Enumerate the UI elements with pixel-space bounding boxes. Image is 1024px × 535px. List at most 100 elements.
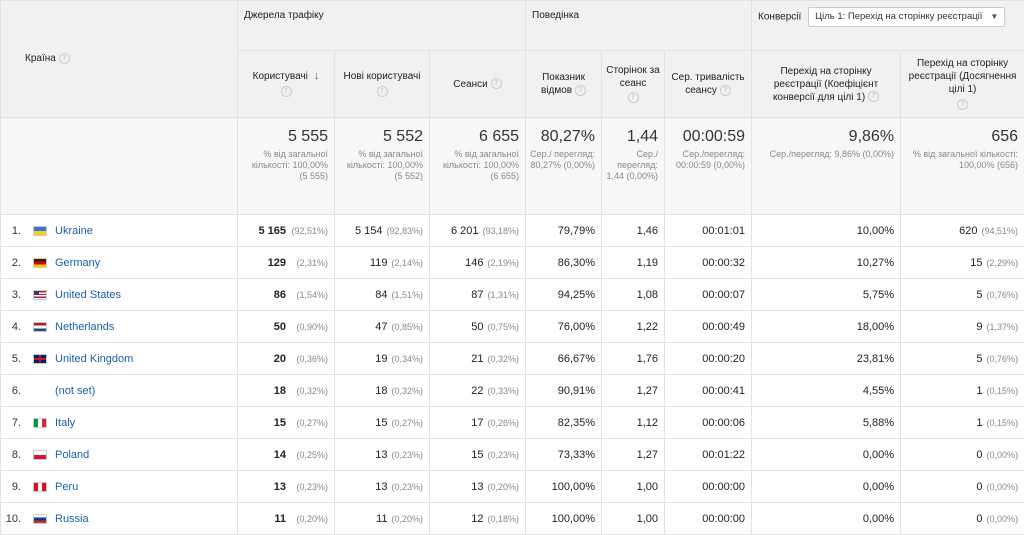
new-users-value: 5 154 <box>355 225 383 237</box>
help-icon[interactable]: ? <box>281 86 292 97</box>
help-icon[interactable]: ? <box>957 99 968 110</box>
country-link[interactable]: Netherlands <box>55 321 114 333</box>
total-sub: Сер./перегляд: 9,86% (0,00%) <box>756 149 894 160</box>
flag-ua-icon <box>33 226 47 236</box>
col-header-sessions[interactable]: Сеанси? <box>430 51 526 118</box>
total-sub: Сер./перегляд: 00:00:59 (0,00%) <box>669 149 745 171</box>
total-conv-rate: 9,86%Сер./перегляд: 9,86% (0,00%) <box>752 118 901 215</box>
total-sub: Сер./ перегляд: 1,44 (0,00%) <box>606 149 658 182</box>
help-icon[interactable]: ? <box>720 85 731 96</box>
country-link[interactable]: Peru <box>55 481 78 493</box>
sessions-pct: (0,26%) <box>488 418 520 428</box>
total-value: 80,27% <box>530 128 595 146</box>
cell-duration: 00:00:20 <box>665 343 752 375</box>
cell-new-users: 5 154(92,83%) <box>335 215 430 247</box>
cell-users: 13(0,23%) <box>238 471 335 503</box>
sessions-pct: (0,20%) <box>488 482 520 492</box>
new-users-pct: (0,32%) <box>391 386 423 396</box>
country-link[interactable]: Poland <box>55 449 89 461</box>
cell-country: 9.Peru <box>1 471 238 503</box>
completions-pct: (2,29%) <box>987 258 1019 268</box>
cell-bounce: 79,79% <box>526 215 602 247</box>
country-link[interactable]: Russia <box>55 513 89 525</box>
total-bounce: 80,27%Сер./ перегляд: 80,27% (0,00%) <box>526 118 602 215</box>
row-number: 10. <box>1 513 21 525</box>
sessions-value: 146 <box>465 257 483 269</box>
country-link[interactable]: Germany <box>55 257 100 269</box>
help-icon[interactable]: ? <box>377 86 388 97</box>
sessions-pct: (93,18%) <box>482 226 519 236</box>
col-header-completions[interactable]: Перехід на сторінку реєстрації (Досягнен… <box>901 51 1024 118</box>
country-link[interactable]: United Kingdom <box>55 353 133 365</box>
users-value: 129 <box>268 257 286 269</box>
cell-users: 18 (0,32%) <box>238 375 335 407</box>
goal-dropdown-value: Ціль 1: Перехід на сторінку реєстрації <box>815 11 982 22</box>
cell-new-users: 119(2,14%) <box>335 247 430 279</box>
sessions-value: 87 <box>471 289 483 301</box>
row-number: 7. <box>1 417 21 429</box>
users-value: 50 <box>274 321 286 333</box>
row-number: 2. <box>1 257 21 269</box>
users-value: 11 <box>274 513 286 525</box>
country-link[interactable]: Ukraine <box>55 225 93 237</box>
table-row: 6.(not set)18(0,32%)18(0,32%)22(0,33%)90… <box>1 375 1024 407</box>
cell-conv-rate: 0,00% <box>752 503 901 535</box>
col-header-pages[interactable]: Сторінок за сеанс? <box>602 51 665 118</box>
completions-value: 0 <box>976 513 982 525</box>
country-link[interactable]: Italy <box>55 417 75 429</box>
cell-sessions: 12(0,18%) <box>430 503 526 535</box>
cell-new-users: 47(0,85%) <box>335 311 430 343</box>
users-value: 15 <box>274 417 286 429</box>
totals-blank <box>1 118 238 215</box>
row-number: 5. <box>1 353 21 365</box>
cell-conv-rate: 0,00% <box>752 471 901 503</box>
cell-bounce: 100,00% <box>526 471 602 503</box>
col-header-users[interactable]: Користувачі↓? <box>238 51 335 118</box>
cell-users: 86(1,54%) <box>238 279 335 311</box>
col-header-bounce[interactable]: Показник відмов? <box>526 51 602 118</box>
cell-completions: 1(0,15%) <box>901 407 1024 439</box>
users-value: 18 <box>274 385 286 397</box>
row-number: 4. <box>1 321 21 333</box>
cell-completions: 1(0,15%) <box>901 375 1024 407</box>
completions-value: 0 <box>976 481 982 493</box>
col-header-new-users[interactable]: Нові користувачі? <box>335 51 430 118</box>
users-pct: (0,25%) <box>290 450 328 460</box>
help-icon[interactable]: ? <box>59 53 70 64</box>
col-header-conv-rate[interactable]: Перехід на сторінку реєстрації (Коефіціє… <box>752 51 901 118</box>
users-pct: (1,54%) <box>290 290 328 300</box>
country-link[interactable]: (not set) <box>55 385 95 397</box>
sessions-value: 21 <box>471 353 483 365</box>
flag-pe-icon <box>33 482 47 492</box>
col-header-country[interactable]: Країна? <box>1 1 238 118</box>
cell-new-users: 11(0,20%) <box>335 503 430 535</box>
help-icon[interactable]: ? <box>491 78 502 89</box>
help-icon[interactable]: ? <box>575 85 586 96</box>
new-users-value: 119 <box>370 257 388 269</box>
cell-conv-rate: 10,27% <box>752 247 901 279</box>
goal-dropdown[interactable]: Ціль 1: Перехід на сторінку реєстрації▼ <box>808 7 1005 27</box>
completions-pct: (0,00%) <box>987 482 1019 492</box>
total-new-users: 5 552% від загальної кількості: 100,00% … <box>335 118 430 215</box>
total-value: 656 <box>905 128 1018 146</box>
country-link[interactable]: United States <box>55 289 121 301</box>
cell-pages: 1,46 <box>602 215 665 247</box>
users-pct: (0,90%) <box>290 322 328 332</box>
users-pct: (0,32%) <box>290 386 328 396</box>
sort-arrow-down-icon[interactable]: ↓ <box>314 70 320 82</box>
cell-pages: 1,27 <box>602 439 665 471</box>
flag-gb-icon <box>33 354 47 364</box>
new-users-pct: (0,34%) <box>391 354 423 364</box>
cell-pages: 1,76 <box>602 343 665 375</box>
help-icon[interactable]: ? <box>628 92 639 103</box>
help-icon[interactable]: ? <box>868 91 879 102</box>
cell-users: 5 165(92,51%) <box>238 215 335 247</box>
new-users-value: 13 <box>375 449 387 461</box>
cell-sessions: 87(1,31%) <box>430 279 526 311</box>
cell-bounce: 76,00% <box>526 311 602 343</box>
col-label: Перехід на сторінку реєстрації (Коефіціє… <box>773 66 878 103</box>
col-header-duration[interactable]: Сер. тривалість сеансу? <box>665 51 752 118</box>
